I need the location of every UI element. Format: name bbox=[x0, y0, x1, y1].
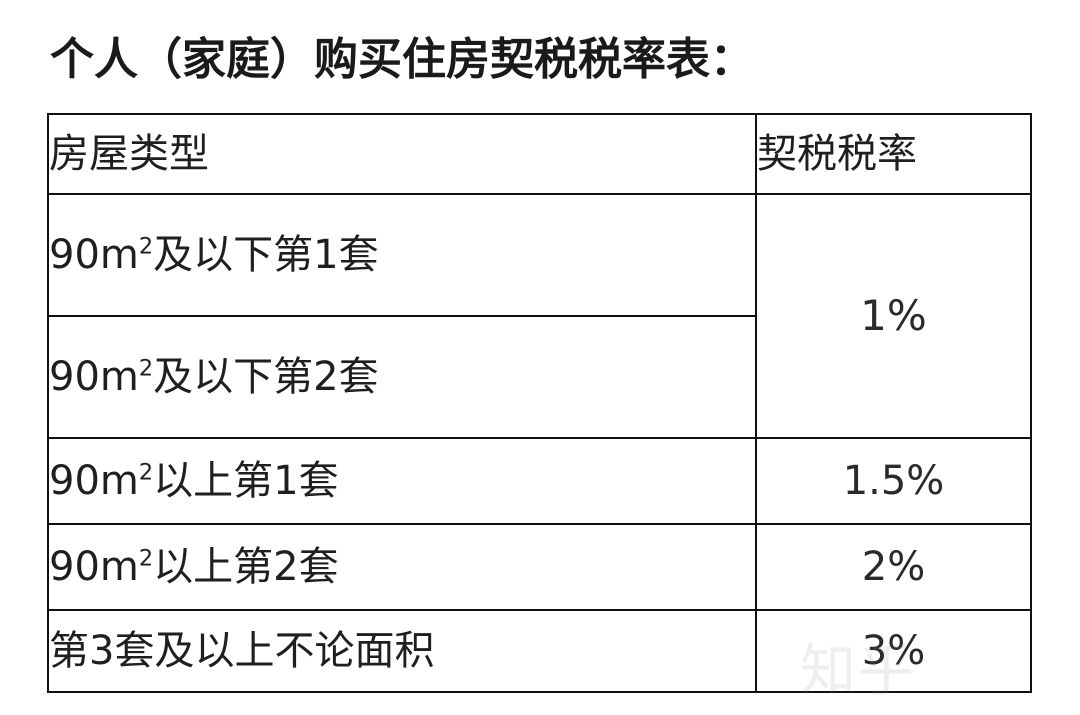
superscript-unit: 2 bbox=[138, 355, 154, 382]
house-type-suffix: 及以下第2套 bbox=[153, 354, 379, 400]
house-type-prefix: 90m bbox=[49, 354, 139, 400]
tax-rate-cell: 3% bbox=[755, 609, 1032, 693]
house-type-prefix: 90m bbox=[49, 458, 139, 504]
table-header-row: 房屋类型 契税税率 bbox=[47, 113, 1032, 195]
house-type-prefix: 90m bbox=[49, 544, 139, 590]
house-type-prefix: 第3套及以上不论面积 bbox=[49, 628, 435, 674]
house-type-suffix: 以上第1套 bbox=[153, 458, 339, 504]
table-row: 第3套及以上不论面积 3% bbox=[47, 609, 1032, 693]
tax-rate-cell-merged: 1% bbox=[755, 193, 1032, 439]
house-type-cell: 第3套及以上不论面积 bbox=[47, 609, 757, 693]
superscript-unit: 2 bbox=[138, 545, 154, 572]
table-row: 90m2以上第2套 2% bbox=[47, 523, 1032, 611]
superscript-unit: 2 bbox=[138, 233, 154, 260]
column-header-tax-rate: 契税税率 bbox=[755, 113, 1032, 195]
table-row: 90m2及以下第1套 1% bbox=[47, 193, 1032, 439]
house-type-cell: 90m2以上第2套 bbox=[47, 523, 757, 611]
column-header-house-type: 房屋类型 bbox=[47, 113, 757, 195]
house-type-prefix: 90m bbox=[49, 232, 139, 278]
house-type-cell: 90m2及以下第2套 bbox=[47, 315, 757, 439]
deed-tax-rate-table: 房屋类型 契税税率 90m2及以下第1套 1% 90m2及以下第2套 90m2以… bbox=[47, 113, 1032, 693]
house-type-cell: 90m2及以下第1套 bbox=[47, 193, 757, 317]
tax-rate-cell: 2% bbox=[755, 523, 1032, 611]
page-title: 个人（家庭）购买住房契税税率表： bbox=[50, 34, 754, 85]
table-row: 90m2以上第1套 1.5% bbox=[47, 437, 1032, 525]
house-type-suffix: 以上第2套 bbox=[153, 544, 339, 590]
house-type-cell: 90m2以上第1套 bbox=[47, 437, 757, 525]
table-row: 90m2及以下第2套 bbox=[47, 315, 1031, 439]
house-type-suffix: 及以下第1套 bbox=[153, 232, 379, 278]
tax-rate-cell: 1.5% bbox=[755, 437, 1032, 525]
superscript-unit: 2 bbox=[138, 459, 154, 486]
